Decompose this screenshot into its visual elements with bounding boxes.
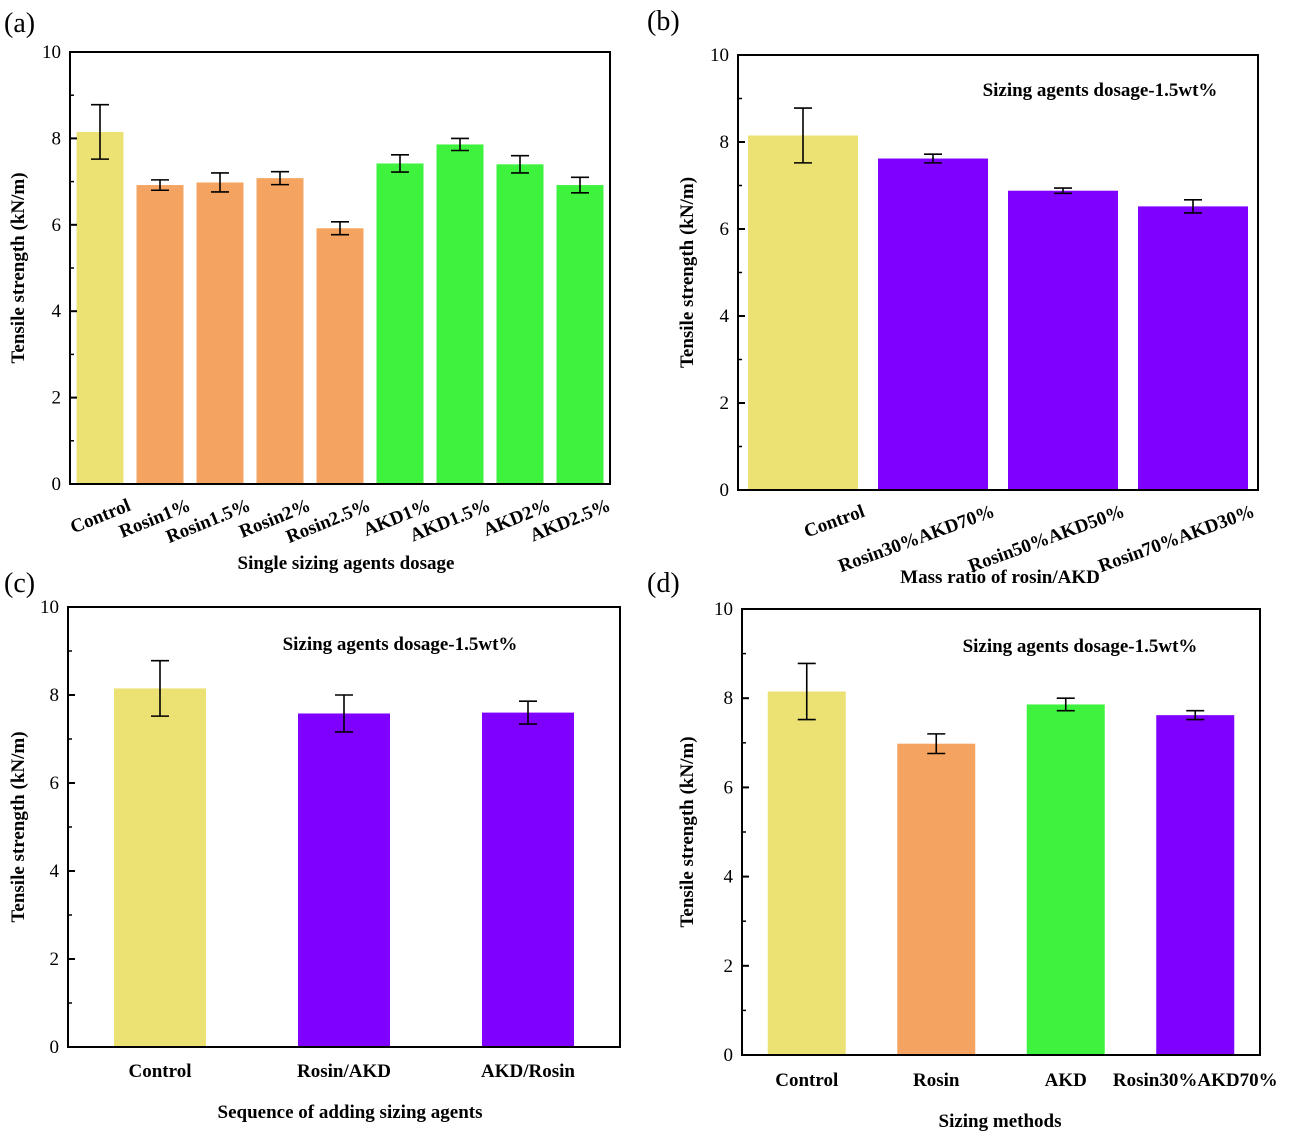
error-bar-1: [797, 662, 816, 721]
error-bar-4: [1184, 199, 1202, 214]
panel-label: (a): [4, 8, 35, 39]
error-bar-1: [794, 107, 812, 164]
chart-panel-a: (a)ControlRosin1%Rosin1.5%Rosin2%Rosin2.…: [4, 8, 614, 574]
y-tick-label: 8: [52, 128, 62, 149]
y-tick-label: 8: [720, 132, 730, 153]
error-bar-2: [335, 694, 353, 733]
error-bar-1: [151, 659, 169, 717]
bar-1: [76, 131, 124, 485]
chart-panel-c: (c) Control Rosin/AKD AKD/Rosin 0 2 4 6 8 10 Tensi…: [4, 568, 621, 1123]
y-tick-label: 8: [724, 688, 734, 709]
error-bar-2: [151, 179, 169, 192]
y-tick-label: 6: [50, 773, 60, 794]
chart-panel-b: (b)ControlRosin30%AKD70%Rosin50%AKD50%Ro…: [647, 6, 1259, 588]
bar-2: [897, 743, 976, 1055]
y-tick-label: 6: [720, 219, 730, 240]
y-tick-label: 0: [50, 1037, 60, 1058]
x-tick-label: Rosin/AKD: [297, 1061, 391, 1082]
y-axis-title: Tensile strength (kN/m): [677, 177, 698, 368]
x-tick-label: Control: [129, 1061, 192, 1082]
panel-label: (d): [647, 568, 680, 599]
y-tick-label: 4: [720, 306, 730, 327]
panel-label: (b): [647, 6, 680, 37]
annotation: Sizing agents dosage-1.5wt%: [283, 634, 518, 655]
x-tick-label: Rosin: [913, 1070, 960, 1091]
y-tick-label: 4: [724, 867, 734, 888]
y-tick-label: 8: [50, 685, 60, 706]
error-bar-4: [271, 170, 289, 186]
error-bar-1: [91, 103, 109, 160]
error-bar-6: [391, 154, 409, 173]
x-tick-label: AKD: [1045, 1070, 1087, 1091]
x-axis-title: Mass ratio of rosin/AKD: [900, 567, 1100, 588]
error-bar-3: [519, 700, 537, 725]
x-axis-title: Sequence of adding sizing agents: [218, 1102, 483, 1123]
x-tick-label: Control: [775, 1070, 838, 1091]
y-axis-title: Tensile strength (kN/m): [8, 731, 29, 922]
y-tick-label: 2: [52, 388, 62, 409]
error-bar-3: [1056, 697, 1075, 712]
bar-1: [767, 691, 846, 1055]
bar-6: [376, 163, 424, 484]
error-bar-8: [511, 154, 529, 174]
x-axis-title: Single sizing agents dosage: [238, 553, 455, 574]
bar-1: [114, 688, 206, 1047]
y-tick-label: 2: [50, 949, 60, 970]
bar-3: [482, 712, 574, 1047]
y-tick-label: 4: [50, 861, 60, 882]
error-bar-7: [451, 137, 469, 152]
error-bar-4: [1186, 709, 1205, 721]
bar-2: [878, 158, 988, 490]
bar-5: [316, 228, 364, 484]
y-tick-label: 0: [724, 1045, 734, 1066]
error-bar-3: [211, 172, 229, 193]
y-tick-label: 10: [710, 45, 729, 66]
error-bar-2: [927, 733, 946, 755]
annotation: Sizing agents dosage-1.5wt%: [963, 636, 1198, 657]
y-tick-label: 0: [52, 474, 62, 495]
bar-3: [1008, 190, 1118, 490]
bar-4: [256, 178, 304, 485]
y-tick-label: 6: [52, 215, 62, 236]
y-tick-label: 10: [714, 599, 733, 620]
error-bar-2: [924, 153, 942, 164]
y-tick-label: 0: [720, 480, 730, 501]
error-bar-5: [331, 220, 349, 236]
x-tick-label: AKD/Rosin: [481, 1061, 575, 1082]
bar-3: [196, 182, 244, 485]
y-tick-label: 2: [720, 393, 730, 414]
chart-panel-d: (d) Control Rosin AKD Rosin30%AKD70% 0 2 4 6 8 10 T…: [647, 568, 1278, 1132]
y-axis-title: Tensile strength (kN/m): [8, 172, 29, 363]
bar-3: [1026, 704, 1105, 1055]
bar-4: [1138, 206, 1248, 490]
bar-1: [748, 135, 858, 490]
error-bar-9: [571, 176, 589, 194]
bar-4: [1156, 715, 1235, 1055]
bar-9: [556, 185, 604, 484]
y-tick-label: 10: [42, 42, 61, 63]
y-tick-label: 10: [40, 597, 59, 618]
bar-2: [136, 185, 184, 484]
y-tick-label: 2: [724, 956, 734, 977]
y-tick-label: 6: [724, 777, 734, 798]
error-bar-3: [1054, 187, 1072, 195]
annotation: Sizing agents dosage-1.5wt%: [983, 80, 1218, 101]
y-tick-label: 4: [52, 301, 62, 322]
y-axis-title: Tensile strength (kN/m): [677, 736, 698, 927]
panel-label: (c): [4, 568, 35, 599]
x-tick-label: Rosin30%AKD70%: [1113, 1070, 1278, 1091]
bar-8: [496, 164, 544, 484]
bar-7: [436, 144, 484, 484]
bar-2: [298, 713, 390, 1047]
x-tick-label: Control: [801, 501, 867, 542]
x-axis-title: Sizing methods: [939, 1111, 1062, 1132]
